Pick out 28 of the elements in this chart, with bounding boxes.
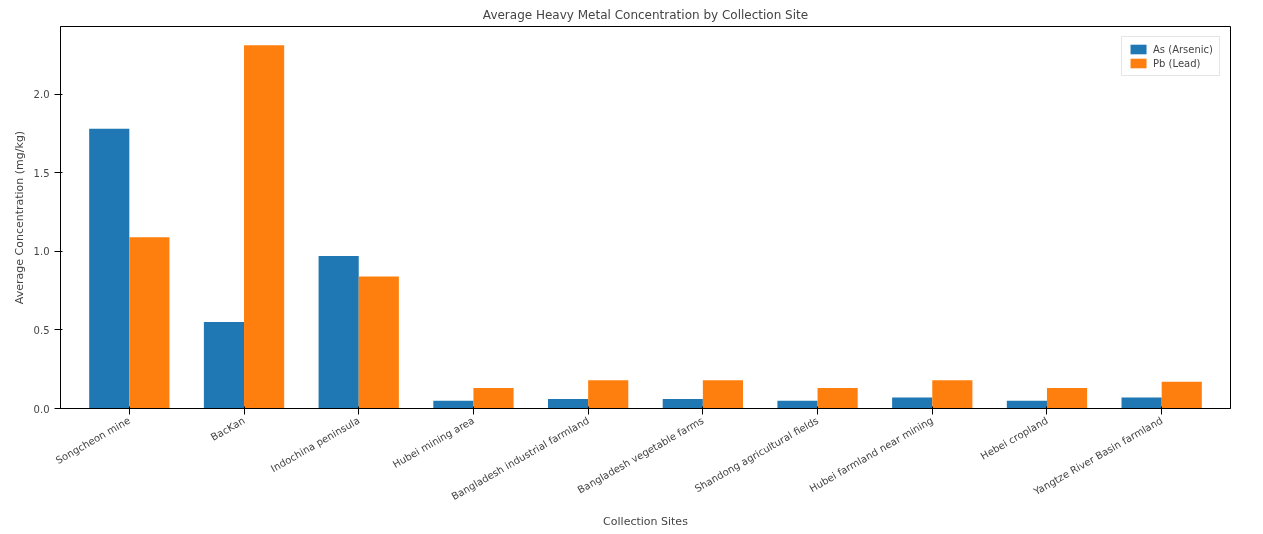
bar	[244, 45, 285, 409]
bar	[89, 128, 130, 409]
bar	[203, 322, 245, 409]
y-tick-label: 0.5	[33, 324, 50, 336]
bar	[892, 397, 933, 409]
bar	[777, 400, 818, 409]
bar	[1046, 388, 1088, 409]
y-tick-label: 1.5	[33, 167, 50, 179]
bar	[817, 388, 858, 409]
bar	[548, 399, 589, 409]
bar	[588, 380, 629, 409]
bar	[1121, 397, 1162, 409]
bar	[129, 237, 170, 409]
bar	[932, 380, 973, 409]
bar	[1161, 381, 1202, 409]
y-tick-label: 1.0	[33, 246, 50, 258]
bar	[473, 388, 514, 409]
bar	[358, 276, 399, 409]
y-axis-title: Average Concentration (mg/kg)	[12, 130, 26, 305]
chart-title: Average Heavy Metal Concentration by Collection Site	[482, 7, 809, 22]
bar	[318, 256, 359, 409]
bar	[702, 380, 743, 409]
legend-label: Pb (Lead)	[1153, 57, 1201, 69]
y-tick-label: 2.0	[33, 89, 50, 101]
legend-label: As (Arsenic)	[1153, 43, 1213, 55]
bar	[662, 399, 703, 409]
y-tick-label: 0.0	[33, 403, 50, 415]
x-axis-title: Collection Sites	[603, 514, 689, 528]
